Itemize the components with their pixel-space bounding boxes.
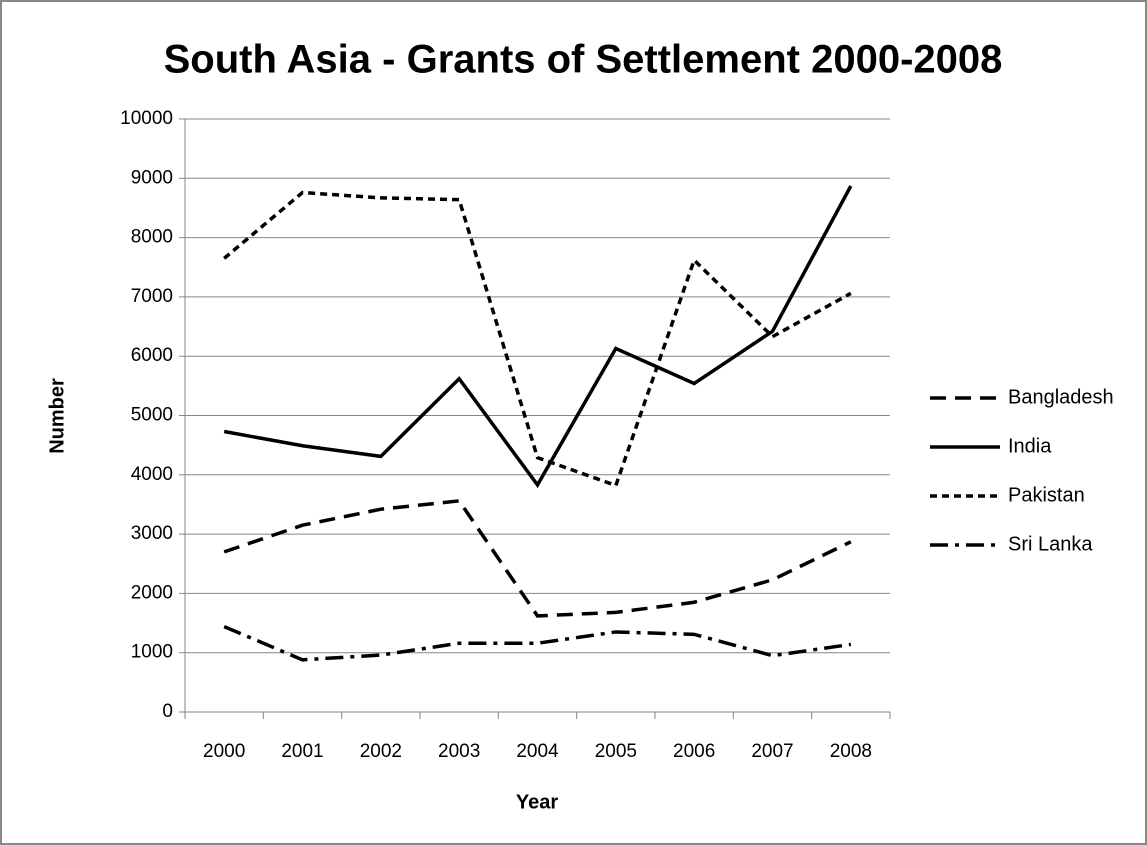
x-tick-label: 2008 bbox=[830, 741, 872, 762]
y-tick-label: 0 bbox=[162, 701, 173, 722]
legend-label: Sri Lanka bbox=[1008, 533, 1093, 555]
y-tick-label: 8000 bbox=[131, 227, 173, 248]
x-tick-label: 2004 bbox=[516, 741, 559, 762]
y-tick-label: 5000 bbox=[131, 405, 173, 426]
series-line bbox=[223, 499, 852, 618]
y-tick-label: 9000 bbox=[131, 167, 173, 188]
legend-label: Pakistan bbox=[1008, 484, 1085, 506]
y-tick-label: 6000 bbox=[131, 345, 173, 366]
y-tick-label: 4000 bbox=[131, 464, 173, 485]
x-tick-label: 2005 bbox=[595, 741, 637, 762]
x-tick-label: 2000 bbox=[203, 741, 245, 762]
series-line bbox=[223, 185, 853, 489]
x-tick-label: 2002 bbox=[360, 741, 402, 762]
series-line bbox=[223, 190, 852, 488]
y-tick-label: 2000 bbox=[131, 582, 173, 603]
x-tick-label: 2007 bbox=[751, 741, 793, 762]
legend-label: Bangladesh bbox=[1008, 386, 1114, 408]
y-axis-label: Number bbox=[46, 378, 68, 454]
series-line bbox=[223, 624, 852, 662]
x-tick-label: 2001 bbox=[281, 741, 323, 762]
x-tick-label: 2003 bbox=[438, 741, 480, 762]
y-tick-label: 7000 bbox=[131, 286, 173, 307]
y-tick-label: 10000 bbox=[120, 108, 173, 129]
chart-title: South Asia - Grants of Settlement 2000-2… bbox=[164, 38, 1003, 82]
y-tick-label: 3000 bbox=[131, 523, 173, 544]
x-tick-label: 2006 bbox=[673, 741, 715, 762]
legend-label: India bbox=[1008, 435, 1052, 457]
y-tick-label: 1000 bbox=[131, 642, 173, 663]
x-axis-label: Year bbox=[516, 791, 558, 813]
